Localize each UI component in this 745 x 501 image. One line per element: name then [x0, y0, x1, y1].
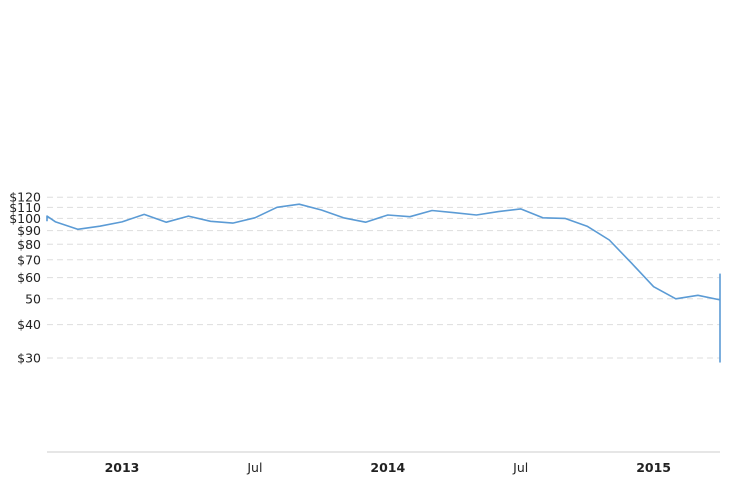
y-tick-label: $80 — [17, 237, 41, 252]
y-tick-label: $120 — [9, 190, 41, 205]
x-tick-label: 2014 — [370, 460, 405, 475]
series-group — [46, 203, 721, 363]
y-tick-label: $110 — [9, 200, 41, 215]
x-axis-labels: 2013Jul2014Jul2015Jul2016Jul2017Jul — [105, 460, 671, 475]
y-tick-label: $70 — [17, 252, 41, 267]
y-axis-labels: $120$110$100$90$80$70 $60 50 $40 $30 — [9, 190, 41, 366]
y-tick-label: $100 — [9, 211, 41, 226]
grid-lines — [47, 196, 720, 359]
x-tick-label: 2013 — [105, 460, 140, 475]
y-tick-label: $30 — [17, 351, 41, 366]
y-tick-label: $40 — [17, 317, 41, 332]
x-tick-label: 2015 — [636, 460, 671, 475]
x-tick-label: Jul — [246, 460, 262, 475]
y-tick-label: $60 — [17, 270, 41, 285]
price-line-series — [46, 203, 721, 363]
y-tick-label: $90 — [17, 223, 41, 238]
y-tick-label: 50 — [25, 291, 41, 306]
x-tick-label: Jul — [512, 460, 528, 475]
